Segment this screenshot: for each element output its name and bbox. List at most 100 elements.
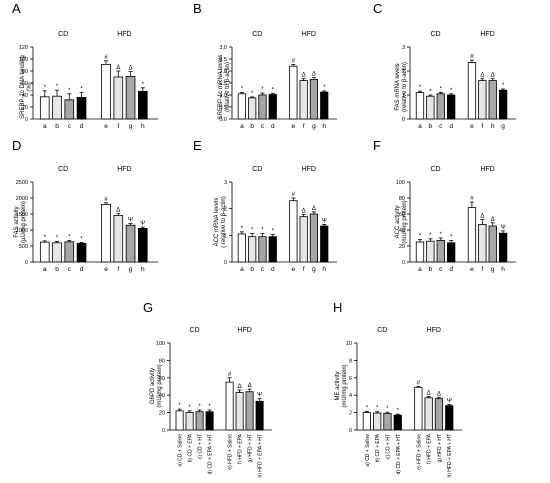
bar-h (445, 405, 454, 431)
y-tick-label: 0 (25, 117, 28, 123)
significance-marker: Ψ (322, 218, 327, 224)
x-tick-label: a (240, 266, 244, 273)
y-tick-label: 1.5 (219, 81, 227, 87)
x-tick-label: b (55, 266, 59, 273)
significance-marker: * (450, 88, 453, 94)
y-axis-label-line: (relative to β-actin) (402, 62, 408, 112)
bar-h (498, 89, 508, 120)
bar-b (52, 242, 62, 263)
bar-c (258, 236, 267, 263)
bar-f (113, 76, 124, 120)
y-tick-label: 8 (349, 358, 352, 364)
y-axis-label-line: (relative to β-actin) (225, 62, 231, 112)
significance-marker: * (419, 234, 422, 240)
panel-a: A 0 20 40 60 80 100 120 SREBP-1c DNA binding (%) *… (12, 1, 158, 130)
y-axis-label: ME activity (mU/mg protein) (335, 364, 348, 407)
x-tick-label: f) HFD + EPA (238, 433, 244, 464)
x-tick-label: h (322, 123, 326, 130)
bar-a (39, 96, 50, 120)
bar-g (125, 224, 136, 263)
bar-f (424, 397, 433, 431)
y-tick-label: 60 (22, 81, 28, 87)
x-tick-label: b (250, 266, 254, 273)
y-tick-label: 40 (159, 393, 165, 399)
significance-marker: * (450, 234, 453, 240)
x-tick-label: b) CD + EPA (188, 433, 194, 462)
panel-letter: D (12, 138, 21, 153)
significance-marker: * (429, 233, 432, 239)
x-tick-label: c (68, 266, 72, 273)
panel-letter: H (333, 300, 342, 315)
significance-marker: Δ (437, 391, 441, 397)
y-tick-label: 0 (402, 260, 405, 266)
bar-c (258, 94, 267, 120)
y-tick-label: 1.0 (219, 93, 227, 99)
y-axis-label-line: ACC activity (395, 206, 401, 239)
y-tick-label: 4 (349, 393, 352, 399)
y-axis-label: FAS activity (µU/mg protein) (14, 201, 27, 243)
panel-letter: C (373, 1, 382, 16)
significance-marker: # (417, 380, 421, 386)
significance-marker: * (142, 82, 145, 88)
bar-e (467, 62, 477, 120)
x-tick-label: b (429, 123, 433, 130)
x-tick-label: c) CD + HT (198, 434, 204, 459)
panel-b: B 0.0 0.5 1.0 1.5 2.0 2.5 3.0 SREBP-1c mRNA leve… (193, 1, 337, 130)
bar-f (478, 80, 487, 120)
bar-a (237, 233, 246, 263)
bar-e (101, 64, 111, 120)
y-tick-label: 0 (162, 428, 165, 434)
x-tick-label: e (292, 266, 296, 273)
x-tick-label: f (117, 123, 119, 130)
x-tick-label: d) CD + EPA + HT (208, 434, 214, 474)
y-tick-label: 2.0 (219, 69, 227, 75)
significance-marker: * (188, 405, 191, 411)
x-tick-label: g) HFD + HT (248, 434, 254, 462)
x-tick-label: b) CD + EPA (375, 433, 381, 462)
bar-c (383, 413, 392, 431)
significance-marker: * (261, 87, 264, 93)
group-label: HFD (427, 327, 441, 334)
y-axis-label-line: (%) (27, 82, 33, 91)
significance-marker: * (44, 235, 47, 241)
bar-b (52, 95, 62, 120)
bar-e (289, 200, 298, 263)
y-tick-label: 0.0 (219, 117, 227, 123)
bar-d (205, 411, 214, 431)
x-tick-label: d (449, 123, 453, 130)
significance-marker: Ψ (128, 218, 133, 224)
significance-marker: Δ (480, 73, 484, 79)
y-tick-label: 100 (156, 341, 165, 347)
panel-f: F 0 20 40 60 80 100 ACC activity (mU/mg protein)… (373, 138, 516, 273)
x-tick-label: a) CD + Saline (178, 434, 184, 467)
y-tick-label: 2 (224, 207, 227, 213)
y-tick-label: 0 (25, 260, 28, 266)
significance-marker: Δ (491, 73, 495, 79)
x-tick-label: g (501, 123, 505, 130)
bar-h (137, 91, 148, 120)
panel-c: C 0 1 2 3 FAS mRNA levels (relative to β-actin… (373, 1, 516, 130)
bar-b (248, 236, 257, 263)
bar-h (320, 91, 329, 120)
significance-marker: * (502, 83, 505, 89)
y-tick-label: 6 (349, 376, 352, 382)
significance-marker: * (261, 227, 264, 233)
significance-marker: * (68, 235, 71, 241)
group-label: CD (58, 31, 68, 38)
panel-e: E 0 1 2 3 ACC mRNA levels( relative to β-acti… (193, 138, 337, 273)
y-axis-label: G6PD activity (mU/mg protein) (150, 364, 163, 407)
y-tick-label: 40 (22, 93, 28, 99)
x-tick-label: g) HFD + HT (437, 434, 443, 462)
x-tick-label: a (240, 123, 244, 130)
y-axis-label: FAS mRNA levels (relative to β-actin) (395, 62, 408, 112)
y-tick-label: 20 (22, 105, 28, 111)
x-tick-label: h (141, 266, 145, 273)
bar-c (436, 239, 445, 263)
x-tick-label: h (141, 123, 145, 130)
significance-marker: Δ (312, 206, 316, 212)
x-tick-label: a (418, 266, 422, 273)
significance-marker: Δ (248, 383, 252, 389)
significance-marker: # (228, 372, 232, 378)
significance-marker: * (323, 85, 326, 91)
y-axis-label-line: ME activity (335, 371, 341, 400)
